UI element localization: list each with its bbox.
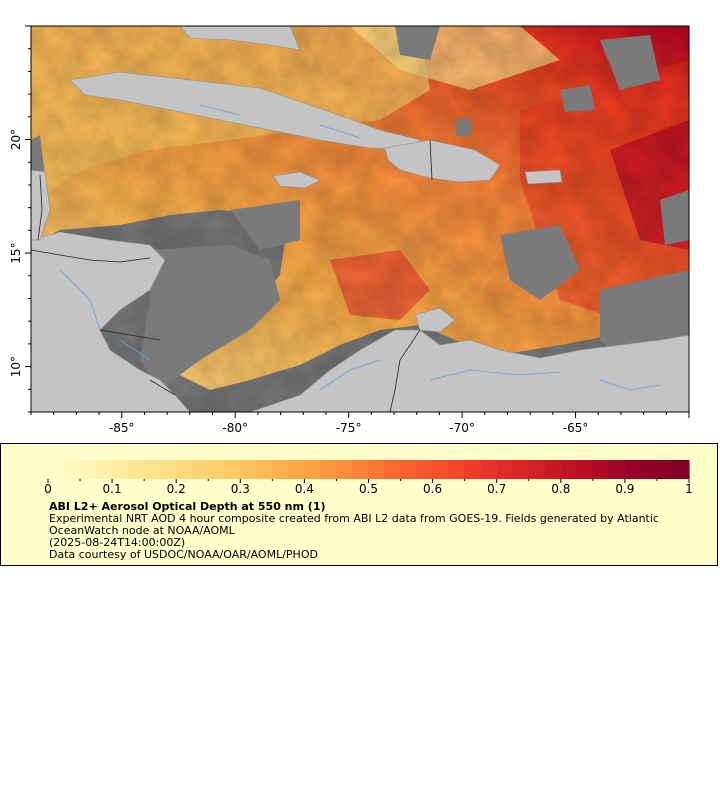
- lon-tick-label: -75°: [336, 421, 362, 435]
- colorbar-tick-label: 1: [685, 482, 693, 496]
- colorbar-cell: [256, 460, 273, 479]
- aod-map: -85° -80° -75° -70° -65° 20° 15° 10°: [9, 25, 690, 435]
- colorbar-cell: [336, 460, 354, 479]
- map-frame: [30, 25, 690, 413]
- colorbar-cell: [96, 460, 113, 479]
- colorbar-cell: [240, 460, 257, 479]
- legend-description: Experimental NRT AOD 4 hour composite cr…: [49, 512, 659, 537]
- colorbar-cell: [432, 460, 450, 479]
- land-north: [179, 26, 301, 51]
- colorbar-cell: [128, 460, 145, 479]
- colorbar-cell: [160, 460, 177, 479]
- colorbar-tick-label: 0.5: [359, 482, 378, 496]
- colorbar-cell: [448, 460, 466, 479]
- colorbar-cell: [64, 460, 81, 479]
- colorbar-cell: [416, 460, 434, 479]
- land-guajira: [414, 307, 456, 333]
- colorbar-cell: [400, 460, 418, 479]
- colorbar-cell: [112, 460, 129, 479]
- legend-title: ABI L2+ Aerosol Optical Depth at 550 nm …: [49, 500, 326, 513]
- borders: [31, 139, 433, 412]
- lon-tick-label: -85°: [109, 421, 135, 435]
- map-area: -85° -80° -75° -70° -65° 20° 15° 10°: [9, 25, 690, 435]
- legend-date: (2025-08-24T14:00:00Z): [49, 536, 186, 549]
- colorbar-cell: [544, 460, 562, 479]
- legend-panel: 0 0.1 0.2 0.3 0.4 0.5 0.6 0.7 0.8 0.9 1 ABI L2+ Ae…: [0, 443, 718, 566]
- land-south-america: [249, 329, 689, 412]
- lat-tick-label: 15°: [9, 242, 23, 263]
- colorbar-cell: [384, 460, 402, 479]
- colorbar-cell: [368, 460, 386, 479]
- lat-tick-label: 10°: [9, 356, 23, 377]
- lat-tick-label: 20°: [9, 129, 23, 150]
- colorbar-tick-label: 0: [44, 482, 52, 496]
- colorbar-cell: [656, 460, 674, 479]
- colorbar-cell: [608, 460, 626, 479]
- colorbar-cells: [48, 460, 690, 479]
- colorbar-cell: [480, 460, 498, 479]
- rivers: [59, 104, 661, 391]
- colorbar-tick-label: 0.2: [167, 482, 186, 496]
- colorbar-tick-label: 0.9: [615, 482, 634, 496]
- colorbar-tick-label: 0.1: [103, 482, 122, 496]
- colorbar-tick-label: 0.7: [487, 482, 506, 496]
- colorbar-cell: [288, 460, 305, 479]
- colorbar-cell: [560, 460, 578, 479]
- colorbar-cell: [304, 460, 322, 479]
- colorbar-tick-label: 0.4: [295, 482, 314, 496]
- colorbar-cell: [272, 460, 289, 479]
- colorbar-tick-label: 0.8: [551, 482, 570, 496]
- land-hispaniola: [384, 139, 501, 183]
- latitude-ticks: 20° 15° 10°: [9, 25, 31, 413]
- lon-tick-label: -70°: [449, 421, 475, 435]
- land-yucatan: [31, 169, 51, 241]
- colorbar-cell: [592, 460, 610, 479]
- colorbar-cell: [464, 460, 482, 479]
- colorbar-cell: [144, 460, 161, 479]
- longitude-ticks: -85° -80° -75° -70° -65°: [30, 412, 690, 435]
- colorbar-cell: [512, 460, 530, 479]
- colorbar-cell: [576, 460, 594, 479]
- land-puerto-rico: [524, 169, 563, 185]
- land-jamaica: [272, 171, 321, 189]
- colorbar: 0 0.1 0.2 0.3 0.4 0.5 0.6 0.7 0.8 0.9 1: [44, 460, 693, 496]
- colorbar-cell: [320, 460, 338, 479]
- colorbar-cell: [192, 460, 209, 479]
- colorbar-cell: [80, 460, 97, 479]
- colorbar-cell: [224, 460, 241, 479]
- colorbar-cell: [176, 460, 193, 479]
- colorbar-ticks: 0 0.1 0.2 0.3 0.4 0.5 0.6 0.7 0.8 0.9 1: [44, 479, 693, 496]
- colorbar-cell: [640, 460, 658, 479]
- colorbar-cell: [208, 460, 225, 479]
- colorbar-tick-label: 0.6: [423, 482, 442, 496]
- land-masses: [31, 26, 689, 412]
- colorbar-cell: [496, 460, 514, 479]
- colorbar-cell: [48, 460, 65, 479]
- legend-credit: Data courtesy of USDOC/NOAA/OAR/AOML/PHO…: [49, 548, 318, 561]
- colorbar-cell: [352, 460, 370, 479]
- colorbar-cell: [528, 460, 546, 479]
- colorbar-cell: [624, 460, 642, 479]
- lon-tick-label: -80°: [222, 421, 248, 435]
- lon-tick-label: -65°: [563, 421, 589, 435]
- colorbar-tick-label: 0.3: [231, 482, 250, 496]
- colorbar-cell: [672, 460, 690, 479]
